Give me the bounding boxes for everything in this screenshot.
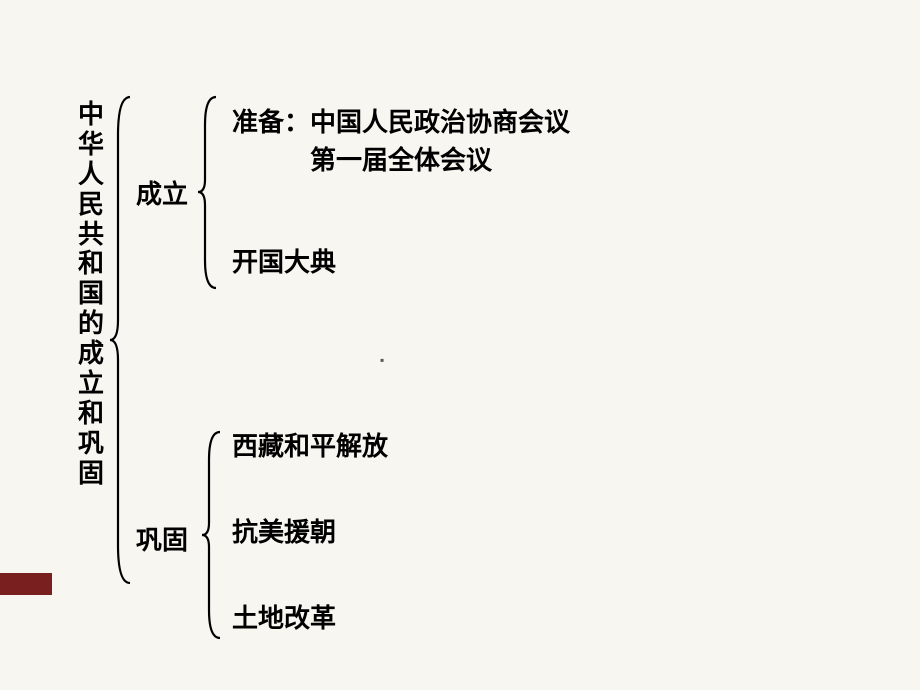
- branch-label-founding: 成立: [136, 174, 188, 211]
- leaf-founding-ceremony: 开国大典: [232, 244, 336, 282]
- leaf-land-reform: 土地改革: [232, 600, 336, 638]
- leaf-korean-war: 抗美援朝: [232, 514, 336, 552]
- main-brace: [108, 95, 134, 585]
- accent-bar: [0, 573, 52, 595]
- leaf-cppcc: 准备：中国人民政治协商会议 第一届全体会议: [232, 104, 570, 179]
- main-title-vertical: 中华人民共和国的成立和巩固: [76, 100, 106, 489]
- leaf-tibet-liberation: 西藏和平解放: [232, 428, 388, 466]
- center-dot: ▪: [380, 353, 384, 368]
- branch-label-consolidation: 巩固: [136, 520, 188, 557]
- branch-brace-consolidation: [200, 430, 224, 640]
- branch-brace-founding: [196, 95, 220, 290]
